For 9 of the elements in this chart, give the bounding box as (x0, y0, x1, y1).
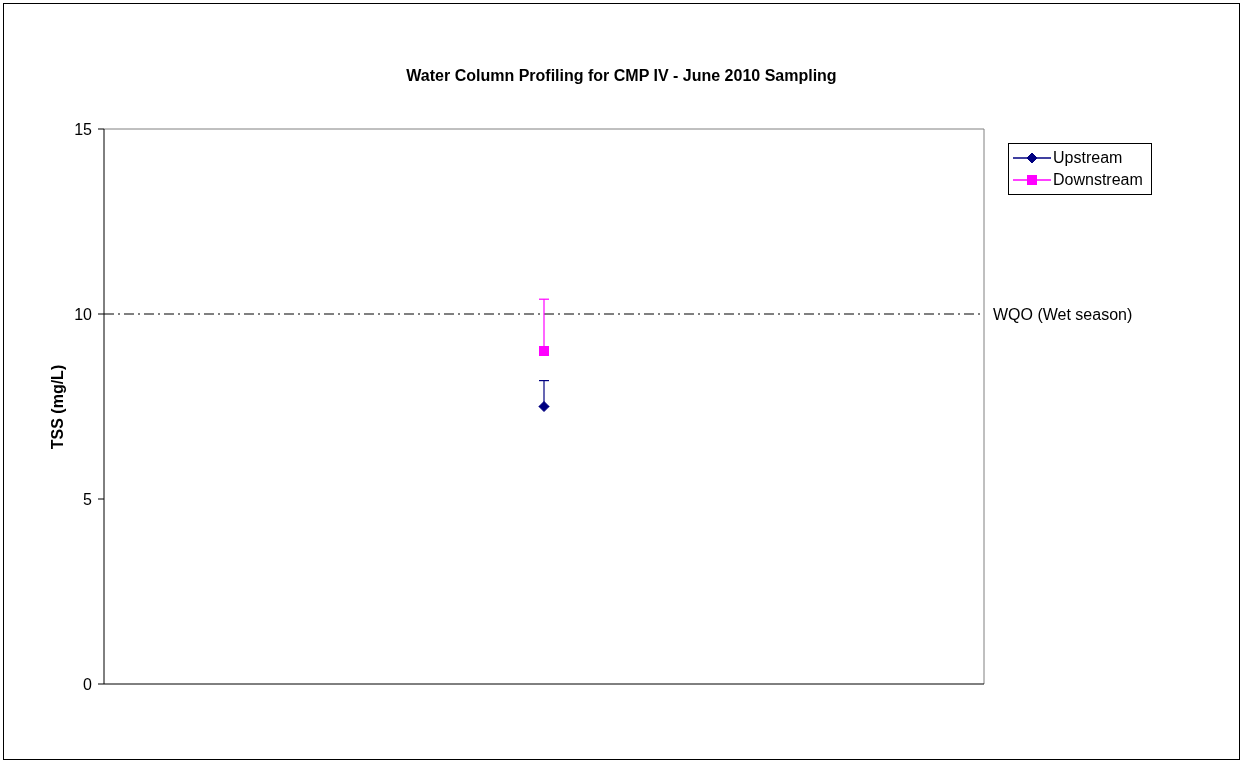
legend-label: Downstream (1053, 171, 1143, 189)
chart-title: Water Column Profiling for CMP IV - June 2010 Sampling (405, 67, 838, 85)
ref-line-label: WQO (Wet season) (993, 305, 1133, 323)
y-axis-title: TSS (mg/L) (49, 364, 67, 449)
legend-label: Upstream (1053, 149, 1123, 167)
y-tick-label: 0 (83, 675, 93, 693)
y-tick-label: 10 (74, 305, 93, 323)
y-tick-label: 15 (74, 120, 93, 138)
y-tick-label: 5 (83, 490, 93, 508)
